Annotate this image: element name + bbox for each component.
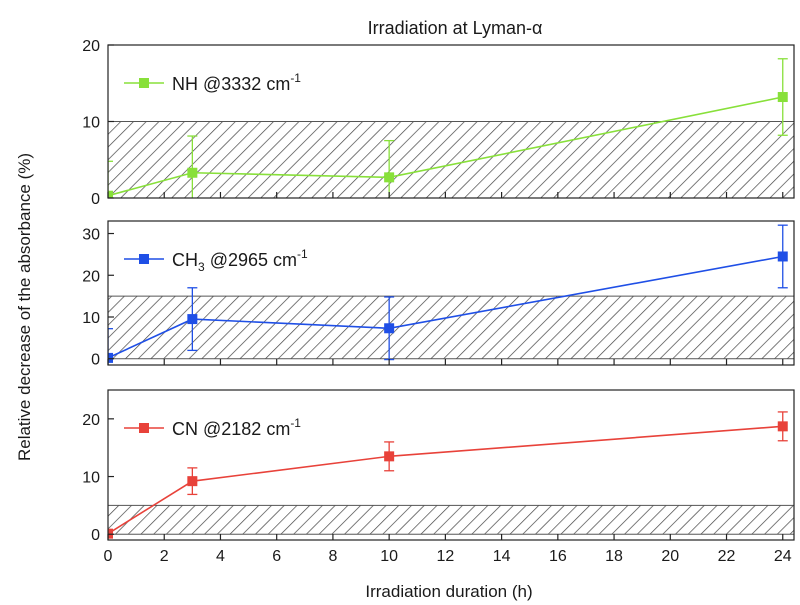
panel-2: 0 10 20 30 CH3 @2965 cm-1 bbox=[82, 220, 795, 369]
x-tick-label: 6 bbox=[272, 548, 281, 565]
x-tick-label: 14 bbox=[493, 548, 511, 565]
y-tick-label: 10 bbox=[82, 310, 100, 327]
panel-plot-area bbox=[108, 224, 794, 365]
legend-label: NH @3332 cm-1 bbox=[172, 71, 301, 94]
panel-plot-area bbox=[108, 58, 794, 198]
x-tick-label: 16 bbox=[549, 548, 567, 565]
data-point bbox=[187, 476, 198, 487]
data-point bbox=[384, 451, 395, 462]
x-tick-label: 10 bbox=[380, 548, 398, 565]
x-tick-label: 4 bbox=[216, 548, 225, 565]
panel-plot-area bbox=[108, 411, 794, 539]
series-line bbox=[108, 255, 783, 359]
x-tick-label: 8 bbox=[328, 548, 337, 565]
y-tick-label: 0 bbox=[91, 527, 100, 544]
series-line bbox=[108, 96, 783, 197]
legend-subscript: 3 bbox=[198, 260, 205, 274]
data-point bbox=[777, 251, 788, 262]
x-tick-label: 0 bbox=[104, 548, 113, 565]
data-point bbox=[187, 167, 198, 178]
y-tick-label: 10 bbox=[82, 115, 100, 132]
x-tick-label: 24 bbox=[774, 548, 792, 565]
chart-title: Irradiation at Lyman-α bbox=[368, 18, 543, 38]
legend-main: CH bbox=[172, 250, 198, 270]
data-point bbox=[384, 323, 395, 334]
data-point bbox=[777, 421, 788, 432]
legend-main: CN @2182 cm bbox=[172, 419, 290, 439]
x-axis-label: Irradiation duration (h) bbox=[365, 582, 532, 601]
data-point bbox=[108, 190, 113, 198]
y-tick-label: 20 bbox=[82, 268, 100, 285]
legend-superscript: -1 bbox=[290, 71, 301, 85]
series-line bbox=[108, 425, 783, 535]
panel-frame bbox=[107, 389, 795, 541]
y-tick-label: 20 bbox=[82, 38, 100, 55]
y-tick-label: 10 bbox=[82, 470, 100, 487]
x-tick-label: 22 bbox=[718, 548, 736, 565]
noise-band bbox=[108, 295, 794, 360]
legend-label: CH3 @2965 cm-1 bbox=[172, 247, 308, 274]
legend-marker bbox=[139, 254, 149, 264]
panel-1: 0 10 20 NH @3332 cm-1 bbox=[82, 38, 795, 208]
y-tick-label: 0 bbox=[91, 191, 100, 208]
noise-band bbox=[108, 504, 794, 535]
legend-main: NH @3332 cm bbox=[172, 74, 290, 94]
legend-after: @2965 cm bbox=[205, 250, 297, 270]
x-tick-label: 2 bbox=[160, 548, 169, 565]
y-axis-label: Relative decrease of the absorbance (%) bbox=[15, 153, 34, 461]
y-tick-label: 20 bbox=[82, 412, 100, 429]
legend-marker bbox=[139, 423, 149, 433]
legend-marker bbox=[139, 78, 149, 88]
legend-superscript: -1 bbox=[297, 247, 308, 261]
data-point bbox=[108, 352, 113, 363]
x-tick-label: 18 bbox=[605, 548, 623, 565]
y-tick-label: 30 bbox=[82, 227, 100, 244]
data-point bbox=[187, 314, 198, 325]
noise-band bbox=[108, 121, 794, 198]
legend-superscript: -1 bbox=[290, 416, 301, 430]
panel-frame bbox=[107, 220, 795, 366]
legend-label: CN @2182 cm-1 bbox=[172, 416, 301, 439]
data-point bbox=[777, 92, 788, 103]
data-point bbox=[384, 172, 395, 183]
y-tick-label: 0 bbox=[91, 352, 100, 369]
x-tick-label: 12 bbox=[436, 548, 454, 565]
x-tick-label: 20 bbox=[661, 548, 679, 565]
